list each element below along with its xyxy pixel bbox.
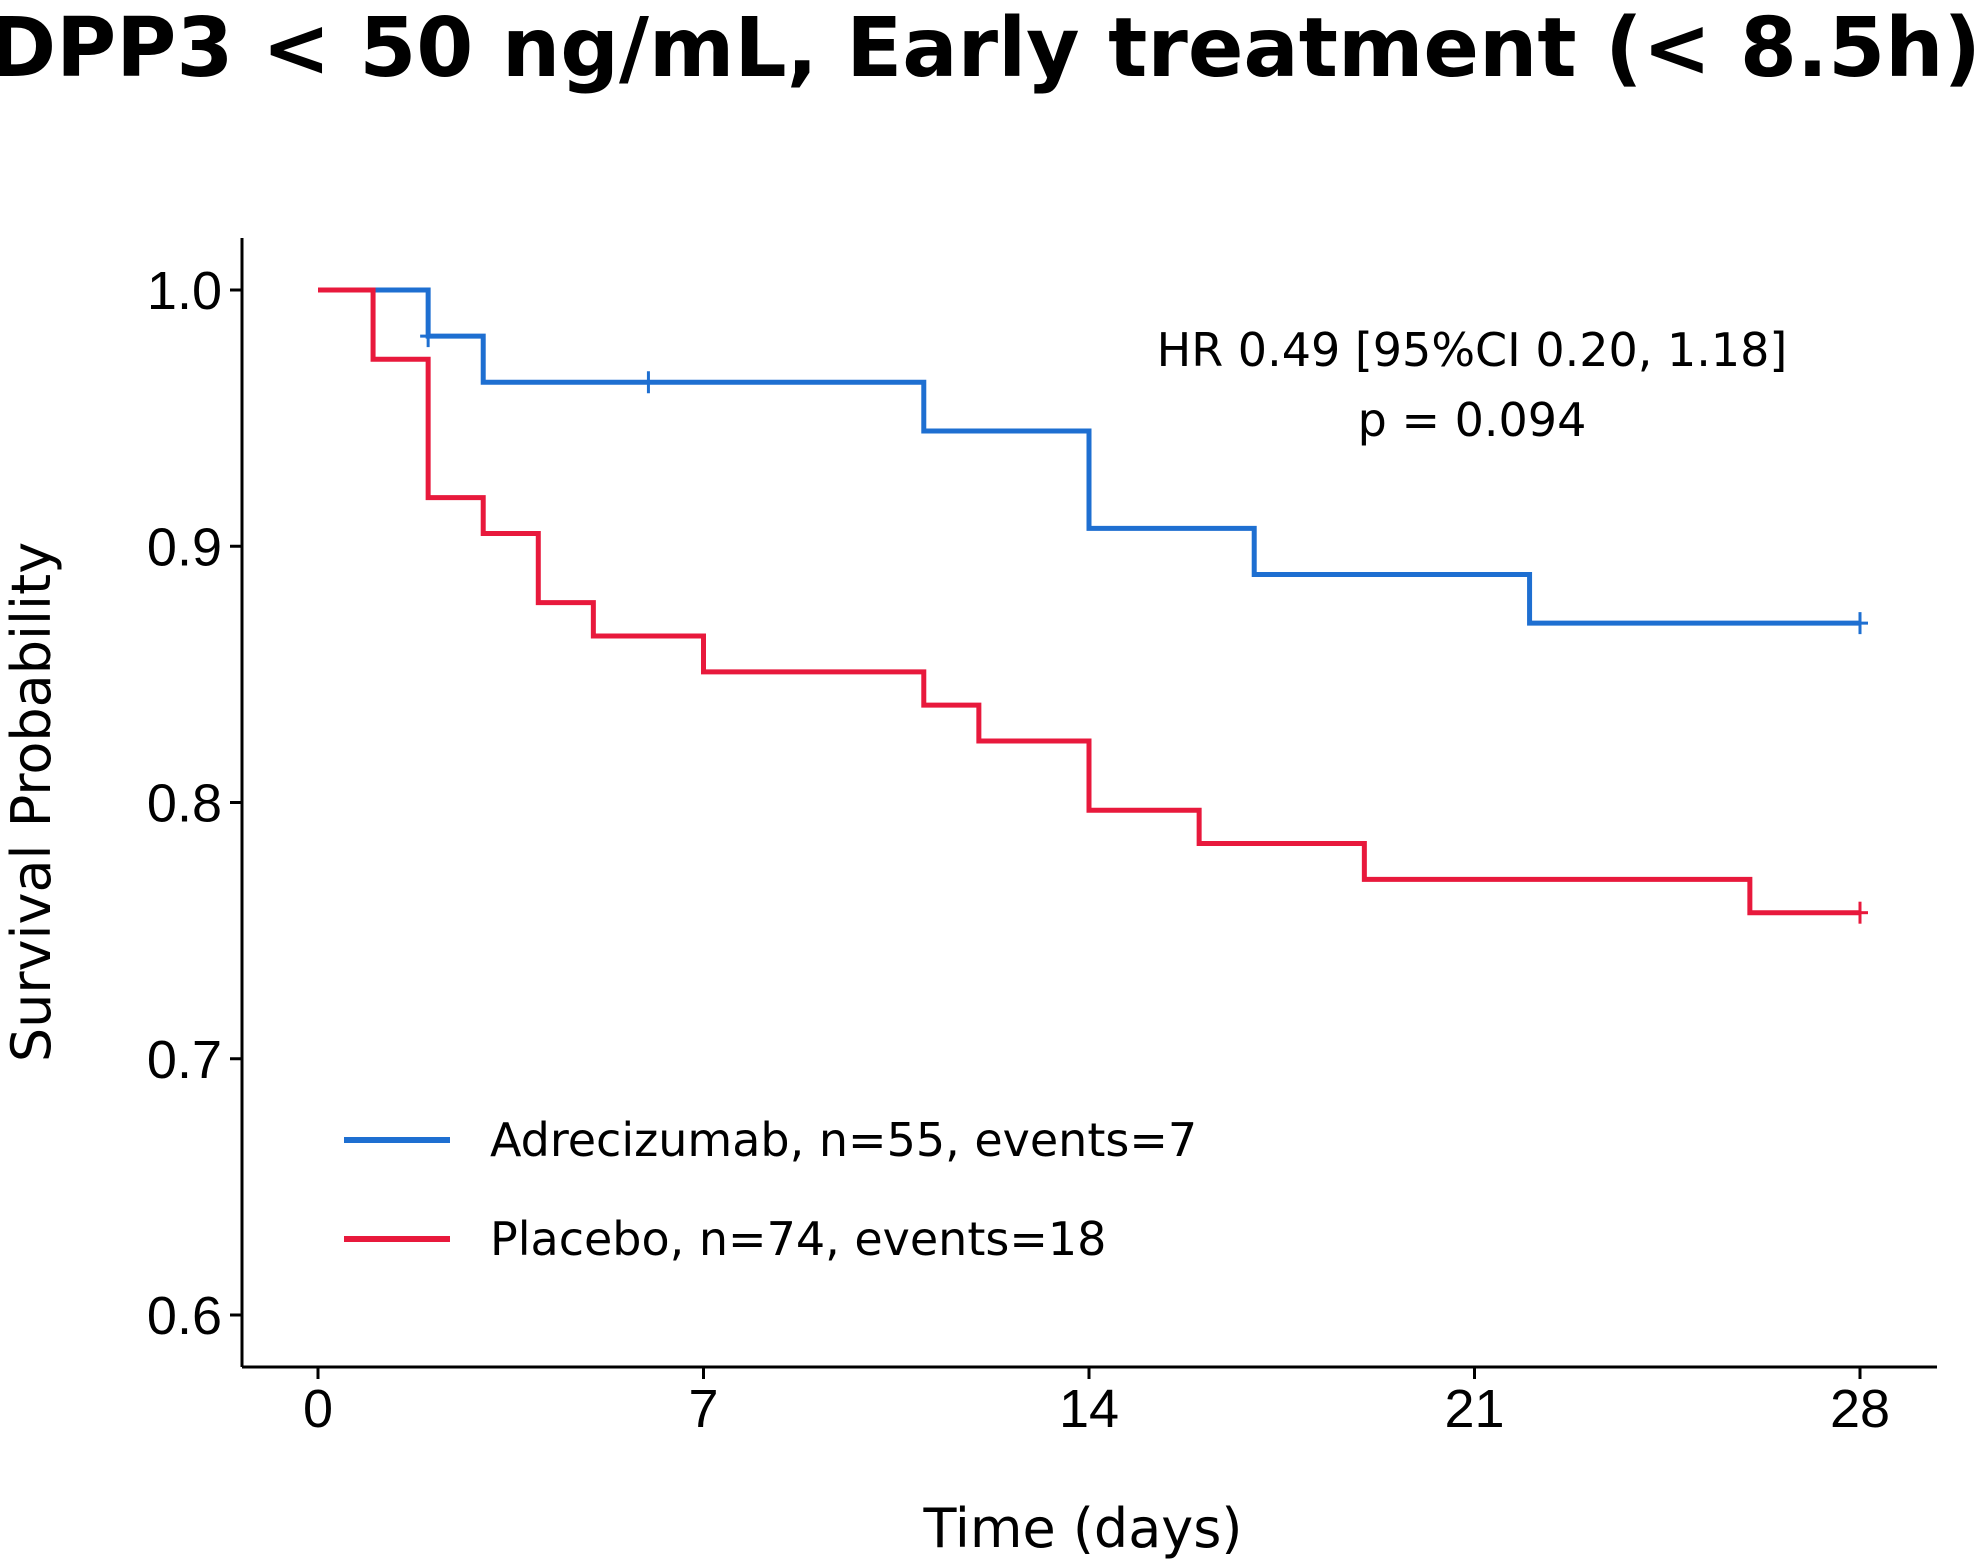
p-value-annotation: p = 0.094 — [1358, 393, 1587, 447]
legend-label-placebo: Placebo, n=74, events=18 — [490, 1212, 1106, 1266]
y-axis-title: Survival Probability — [0, 542, 63, 1062]
y-tick-label: 0.7 — [147, 1030, 222, 1090]
x-tick-label: 7 — [688, 1379, 718, 1439]
y-tick-label: 0.6 — [147, 1286, 222, 1346]
y-tick-label: 0.9 — [147, 517, 222, 577]
adrecizumab-curve — [318, 287, 1860, 626]
survival-curves — [318, 287, 1868, 924]
x-tick-label: 0 — [303, 1379, 333, 1439]
y-tick-label: 0.8 — [147, 774, 222, 834]
legend-label-adrecizumab: Adrecizumab, n=55, events=7 — [490, 1113, 1197, 1167]
placebo-curve — [318, 287, 1860, 916]
x-axis-title: Time (days) — [923, 1497, 1243, 1560]
x-tick-label: 21 — [1444, 1379, 1504, 1439]
x-ticks: 0 7 14 21 28 — [303, 1367, 1890, 1439]
legend: Adrecizumab, n=55, events=7 Placebo, n=74… — [344, 1113, 1197, 1266]
y-tick-label: 1.0 — [147, 261, 222, 321]
x-tick-label: 28 — [1830, 1379, 1890, 1439]
y-ticks: 0.6 0.7 0.8 0.9 1.0 — [147, 261, 242, 1346]
chart-title: cDPP3 < 50 ng/mL, Early treatment (< 8.5… — [0, 1, 1981, 96]
x-tick-label: 14 — [1059, 1379, 1119, 1439]
hazard-ratio-annotation: HR 0.49 [95%CI 0.20, 1.18] — [1157, 323, 1788, 377]
